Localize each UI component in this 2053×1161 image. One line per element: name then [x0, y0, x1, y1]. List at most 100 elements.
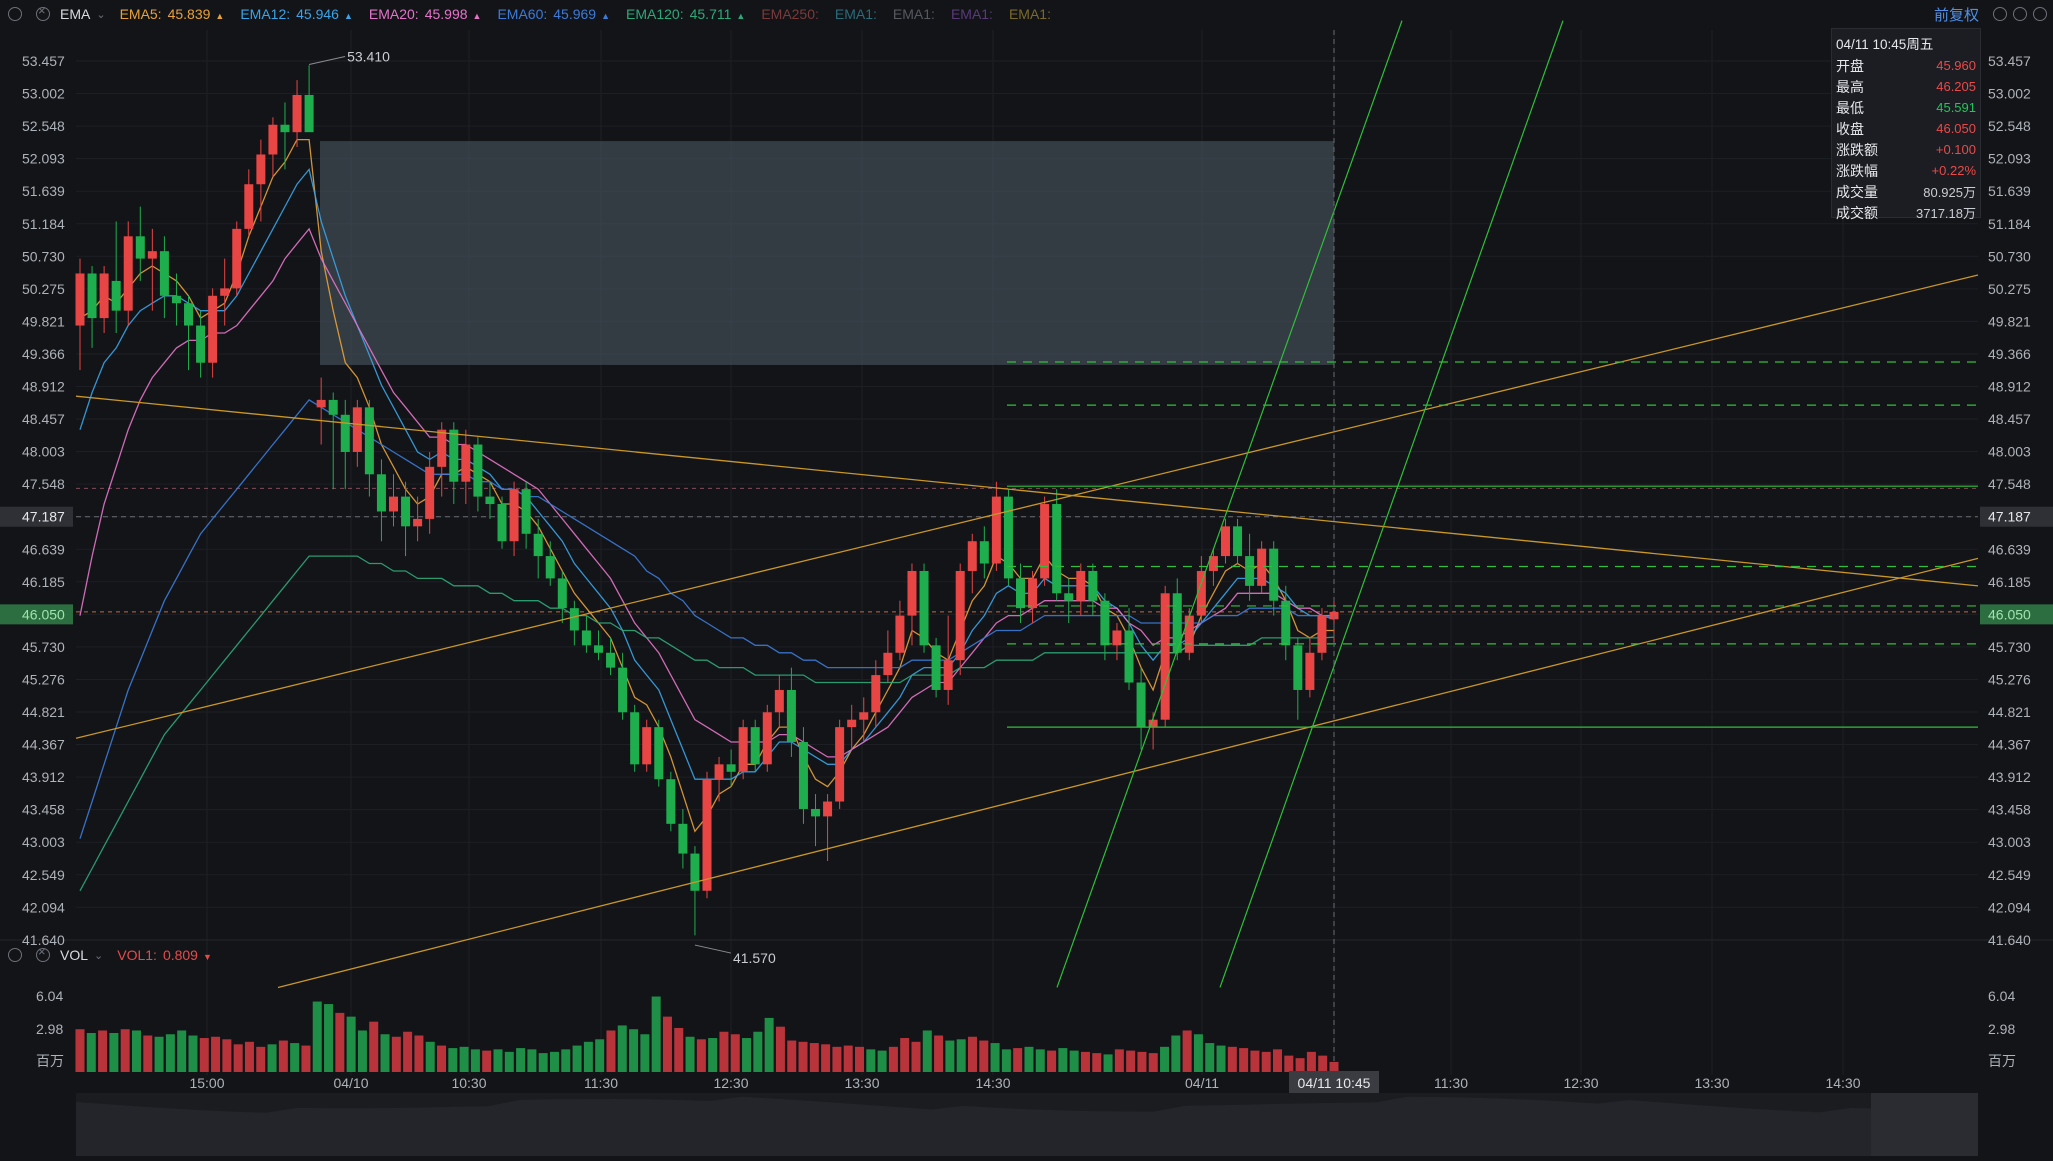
candle-body [895, 615, 905, 653]
price-label-bg [1980, 604, 2053, 625]
ema-legend-label: EMA60: [497, 6, 548, 22]
trend-up-icon: ▲ [736, 11, 746, 21]
candle-body [159, 251, 169, 296]
close-icon[interactable] [36, 944, 50, 962]
trend-up-icon: ▲ [601, 11, 611, 21]
price-tick-label: 52.548 [1988, 118, 2031, 134]
candle-body [823, 801, 833, 817]
trend-up-icon: ▲ [472, 11, 482, 21]
volume-bar [1261, 1051, 1271, 1072]
candle-body [376, 474, 386, 512]
candle-body [196, 325, 206, 363]
volume-bar [278, 1040, 288, 1072]
price-tick-label: 52.093 [1988, 151, 2031, 167]
zoom-in-icon[interactable] [2033, 7, 2047, 21]
price-tick-label: 48.457 [1988, 411, 2031, 427]
candle-body [943, 660, 953, 690]
candle-body [569, 608, 579, 631]
candle-body [931, 645, 941, 690]
price-tick-label: 45.730 [1988, 639, 2031, 655]
settings-icon[interactable] [8, 7, 22, 21]
candle-body [485, 496, 495, 505]
volume-bar [380, 1034, 390, 1072]
volume-bar [1205, 1043, 1215, 1072]
price-tick-label: 42.549 [1988, 867, 2031, 883]
time-tick-label: 12:30 [713, 1075, 748, 1091]
price-tick-label: 44.367 [22, 737, 65, 753]
price-tick-label: 51.184 [1988, 216, 2031, 232]
volume-bar [1001, 1049, 1011, 1072]
price-tick-label: 43.458 [22, 802, 65, 818]
info-datetime: 04/11 10:45周五 [1836, 37, 1934, 52]
candle-body [292, 94, 302, 133]
candle-body [1208, 556, 1218, 571]
chevron-down-icon[interactable]: ⌄ [96, 8, 106, 21]
volume-bar [1193, 1034, 1203, 1072]
volume-bar [222, 1039, 232, 1072]
volume-bar [86, 1032, 96, 1072]
candle-body [774, 689, 784, 713]
close-icon[interactable] [36, 3, 50, 21]
time-tick-label: 15:00 [189, 1075, 224, 1091]
high-annotation: 53.410 [347, 48, 390, 64]
volume-bar [708, 1038, 718, 1072]
price-tick-label: 50.275 [22, 281, 65, 297]
volume-bar [256, 1046, 266, 1072]
price-tick-label: 53.457 [22, 53, 65, 69]
ema-legend-label: EMA1: [950, 6, 993, 22]
ema-legend-label: EMA20: [368, 6, 419, 22]
ema-legend-label: EMA1: [892, 6, 935, 22]
candle-body [1088, 570, 1098, 601]
candle-body [401, 496, 411, 527]
undo-icon[interactable] [1993, 7, 2007, 21]
volume-bar [538, 1053, 548, 1072]
price-tick-label: 45.730 [22, 639, 65, 655]
volume-bar [888, 1046, 898, 1072]
volume-bar [98, 1030, 108, 1072]
price-indicator-name[interactable]: EMA [60, 6, 91, 22]
info-key: 成交额 [1836, 204, 1878, 221]
price-tick-label: 51.184 [22, 216, 65, 232]
price-tick-label: 47.187 [1988, 509, 2031, 525]
settings-icon[interactable] [8, 948, 22, 962]
price-tick-label: 48.912 [22, 379, 65, 395]
candle-body [111, 280, 121, 311]
adjust-mode-button[interactable]: 前复权 [1933, 6, 1979, 24]
candle-body [666, 779, 676, 824]
price-tick-label: 46.050 [1988, 606, 2031, 622]
price-tick-label: 41.640 [1988, 932, 2031, 948]
candle-body [871, 675, 881, 713]
candle-body [991, 496, 1001, 564]
volume-indicator-name[interactable]: VOL [60, 947, 89, 963]
volume-bar [470, 1049, 480, 1072]
ema-legend-label: EMA5: [119, 6, 162, 22]
volume-bar [900, 1038, 910, 1072]
ema-legend-item-2: EMA20: 45.998 ▲ [369, 6, 482, 22]
volume-bar [1058, 1048, 1068, 1072]
volume-bar [335, 1012, 345, 1072]
candle-body [690, 853, 700, 891]
candle-body [364, 407, 374, 475]
volume-unit-label: 百万 [1988, 1053, 2016, 1069]
candle-body [473, 444, 483, 497]
ema-legend-item-1: EMA12: 45.946 ▲ [240, 6, 353, 22]
zoom-out-icon[interactable] [2013, 7, 2027, 21]
price-tick-label: 50.730 [22, 248, 65, 264]
price-tick-label: 43.458 [1988, 802, 2031, 818]
price-tick-label: 53.457 [1988, 53, 2031, 69]
ema-legend-label: EMA1: [1008, 6, 1051, 22]
candle-body [557, 578, 567, 609]
volume-bar [109, 1032, 119, 1072]
price-tick-label: 45.276 [22, 671, 65, 687]
candle-body [533, 533, 543, 557]
volume-tick-label: 6.04 [36, 988, 63, 1004]
volume-bar [787, 1040, 797, 1072]
volume-bar [572, 1045, 582, 1072]
candle-body [1172, 593, 1182, 653]
ema-legend-value: 45.998 [424, 6, 468, 22]
price-tick-label: 50.275 [1988, 281, 2031, 297]
info-key: 最低 [1836, 99, 1864, 116]
candle-body [328, 399, 338, 415]
chevron-down-icon[interactable]: ⌄ [94, 949, 104, 962]
